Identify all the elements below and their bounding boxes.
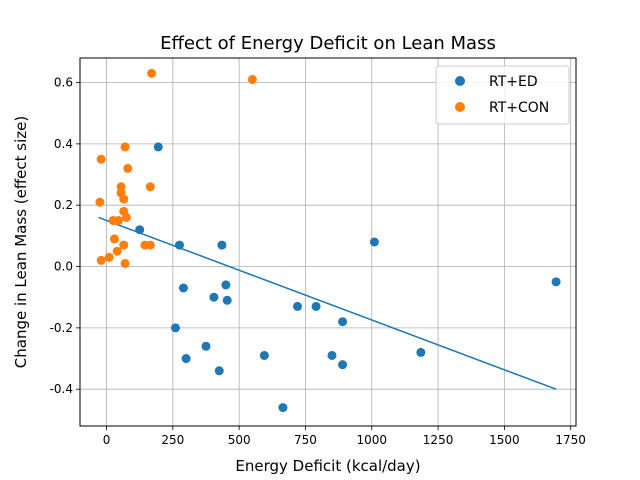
point-rt-ed [278,403,288,413]
point-rt-con [104,252,114,262]
point-rt-ed [135,225,145,235]
fit-line [98,216,557,390]
x-axis-ticks: 0 250 500 750 1000 1250 1500 1750 [103,426,586,447]
point-rt-ed [311,301,321,311]
x-tick-label: 0 [103,433,111,447]
x-tick-label: 1750 [555,433,586,447]
point-rt-con [119,240,129,250]
point-rt-ed [327,350,337,360]
point-rt-con [145,240,155,250]
plot-frame [79,57,577,427]
legend-label-rt-con: RT+CON [489,100,549,116]
y-tick-label: -0.2 [50,321,73,335]
point-rt-ed [292,301,302,311]
grid [80,58,576,426]
point-rt-con [96,255,106,265]
point-rt-ed [338,360,348,370]
point-rt-ed [178,283,188,293]
point-rt-ed [338,317,348,327]
x-tick-label: 1000 [356,433,387,447]
point-rt-ed [201,341,211,351]
y-tick-label: 0.2 [54,198,73,212]
point-rt-con [123,163,133,173]
point-rt-con [120,258,130,268]
point-rt-ed [551,277,561,287]
x-tick-label: 750 [294,433,317,447]
point-rt-con [95,197,105,207]
point-rt-con [120,142,130,152]
x-tick-label: 250 [161,433,184,447]
x-tick-label: 1250 [423,433,454,447]
x-tick-label: 1500 [489,433,520,447]
legend-label-rt-ed: RT+ED [489,74,538,90]
y-axis-label: Change in Lean Mass (effect size) [12,116,30,368]
point-rt-ed [170,323,180,333]
x-axis-label: Energy Deficit (kcal/day) [235,457,420,475]
y-tick-label: 0.0 [54,260,73,274]
legend: RT+ED RT+CON [435,65,570,125]
point-rt-con [121,212,131,222]
y-axis-ticks: -0.4 -0.2 0.0 0.2 0.4 0.6 [50,76,80,396]
point-rt-ed [369,237,379,247]
point-rt-ed [221,280,231,290]
y-tick-label: 0.4 [54,137,73,151]
x-tick-label: 500 [228,433,251,447]
point-rt-ed [174,240,184,250]
point-rt-ed [181,354,191,364]
point-rt-ed [416,347,426,357]
point-rt-ed [153,142,163,152]
fit-line-group [98,216,557,390]
y-tick-label: 0.6 [54,76,73,90]
point-rt-ed [217,240,227,250]
points-group [95,68,561,413]
point-rt-ed [209,292,219,302]
legend-frame [435,65,570,125]
point-rt-ed [259,350,269,360]
point-rt-con [109,234,119,244]
point-rt-con [112,246,122,256]
point-rt-ed [222,295,232,305]
point-rt-ed [214,366,224,376]
y-tick-label: -0.4 [50,382,73,396]
chart-title: Effect of Energy Deficit on Lean Mass [160,33,496,54]
point-rt-con [113,216,123,226]
point-rt-con [96,154,106,164]
point-rt-con [145,182,155,192]
point-rt-con [247,74,257,84]
point-rt-con [147,68,157,78]
point-rt-con [119,194,129,204]
legend-marker-rt-con [455,102,465,112]
legend-marker-rt-ed [455,76,465,86]
